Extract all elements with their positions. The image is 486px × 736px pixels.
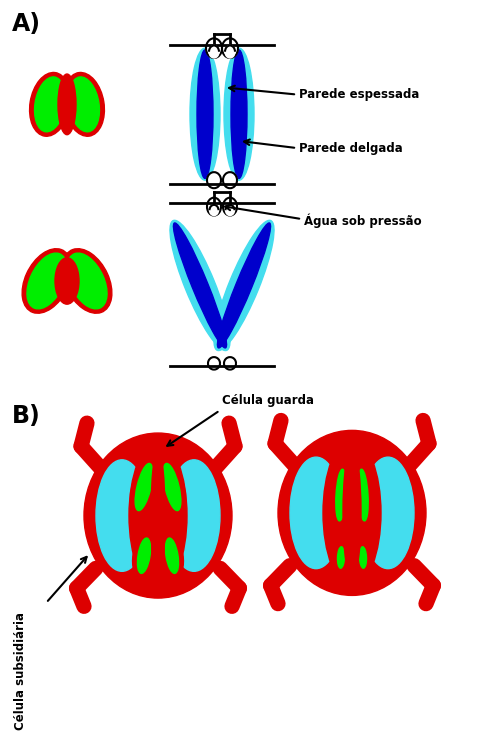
Ellipse shape [356, 542, 370, 573]
Ellipse shape [214, 220, 274, 350]
Ellipse shape [208, 357, 220, 369]
Ellipse shape [323, 439, 381, 587]
Ellipse shape [27, 253, 67, 309]
Ellipse shape [55, 258, 79, 304]
Text: Água sob pressão: Água sob pressão [304, 213, 422, 228]
Ellipse shape [209, 205, 219, 216]
Ellipse shape [62, 249, 112, 314]
Ellipse shape [129, 442, 187, 589]
Ellipse shape [165, 538, 178, 573]
Text: B): B) [12, 404, 41, 428]
Ellipse shape [30, 72, 70, 136]
Ellipse shape [35, 77, 66, 132]
Ellipse shape [224, 48, 254, 180]
Ellipse shape [217, 223, 271, 348]
Text: A): A) [12, 13, 41, 37]
Ellipse shape [222, 38, 238, 58]
Ellipse shape [158, 459, 186, 515]
Ellipse shape [207, 172, 221, 188]
Ellipse shape [231, 50, 247, 178]
Ellipse shape [209, 46, 219, 58]
Ellipse shape [22, 249, 72, 314]
Ellipse shape [130, 459, 157, 515]
Ellipse shape [135, 464, 153, 511]
Ellipse shape [225, 46, 235, 58]
Ellipse shape [354, 464, 372, 526]
Ellipse shape [358, 470, 368, 521]
Text: Célula subsidiária: Célula subsidiária [14, 612, 27, 730]
Ellipse shape [96, 460, 148, 571]
Ellipse shape [337, 547, 345, 568]
Ellipse shape [168, 460, 220, 571]
Ellipse shape [334, 542, 348, 573]
Ellipse shape [138, 538, 151, 573]
Ellipse shape [332, 464, 350, 526]
Ellipse shape [64, 72, 104, 136]
Ellipse shape [360, 547, 366, 568]
Ellipse shape [224, 357, 236, 369]
Ellipse shape [190, 48, 220, 180]
Ellipse shape [343, 447, 361, 579]
Ellipse shape [174, 223, 226, 348]
Ellipse shape [163, 464, 181, 511]
Ellipse shape [336, 470, 346, 521]
Ellipse shape [362, 457, 414, 569]
Ellipse shape [151, 450, 165, 581]
Ellipse shape [58, 74, 76, 135]
Ellipse shape [207, 198, 221, 216]
Ellipse shape [290, 457, 342, 569]
Ellipse shape [197, 50, 213, 178]
Ellipse shape [226, 205, 235, 216]
Ellipse shape [170, 220, 230, 350]
Ellipse shape [278, 431, 426, 595]
Ellipse shape [160, 534, 183, 578]
Ellipse shape [223, 172, 237, 188]
Ellipse shape [67, 253, 107, 309]
Ellipse shape [69, 77, 100, 132]
Ellipse shape [133, 534, 156, 578]
Ellipse shape [206, 38, 222, 58]
Text: Parede delgada: Parede delgada [299, 141, 403, 155]
Text: Célula guarda: Célula guarda [222, 394, 314, 407]
Ellipse shape [84, 433, 232, 598]
Ellipse shape [223, 198, 237, 216]
Text: Parede espessada: Parede espessada [299, 88, 419, 101]
